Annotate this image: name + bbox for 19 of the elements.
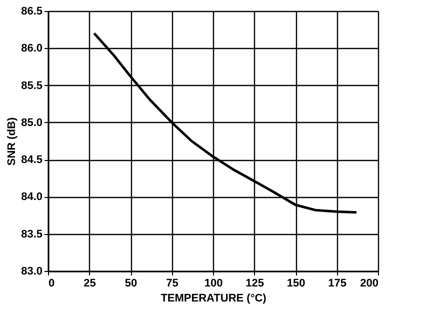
y-tick-label: 86.0: [21, 42, 42, 55]
x-tick-label: 50: [124, 278, 138, 290]
x-tick-label: 75: [166, 278, 178, 290]
y-tick-label: 85.5: [21, 80, 42, 92]
x-tick-label: 0: [48, 278, 55, 290]
x-axis-title: TEMPERATURE (°C): [160, 292, 267, 304]
y-axis-title: SNR (dB): [6, 117, 18, 166]
x-tick-label: 25: [84, 278, 96, 290]
y-tick-label: 85.0: [21, 116, 42, 129]
y-tick-label: 84.0: [21, 191, 42, 204]
x-tick-label: 100: [204, 278, 223, 290]
y-tick-label: 86.5: [21, 6, 42, 18]
x-tick-label: 125: [246, 278, 264, 290]
y-tick-label: 84.5: [21, 154, 42, 166]
x-tick-label: 200: [360, 278, 378, 290]
x-tick-label: 175: [328, 278, 346, 290]
x-tick-label: 150: [286, 278, 306, 290]
y-tick-label: 83.5: [21, 228, 42, 240]
y-tick-label: 83.0: [21, 266, 42, 278]
